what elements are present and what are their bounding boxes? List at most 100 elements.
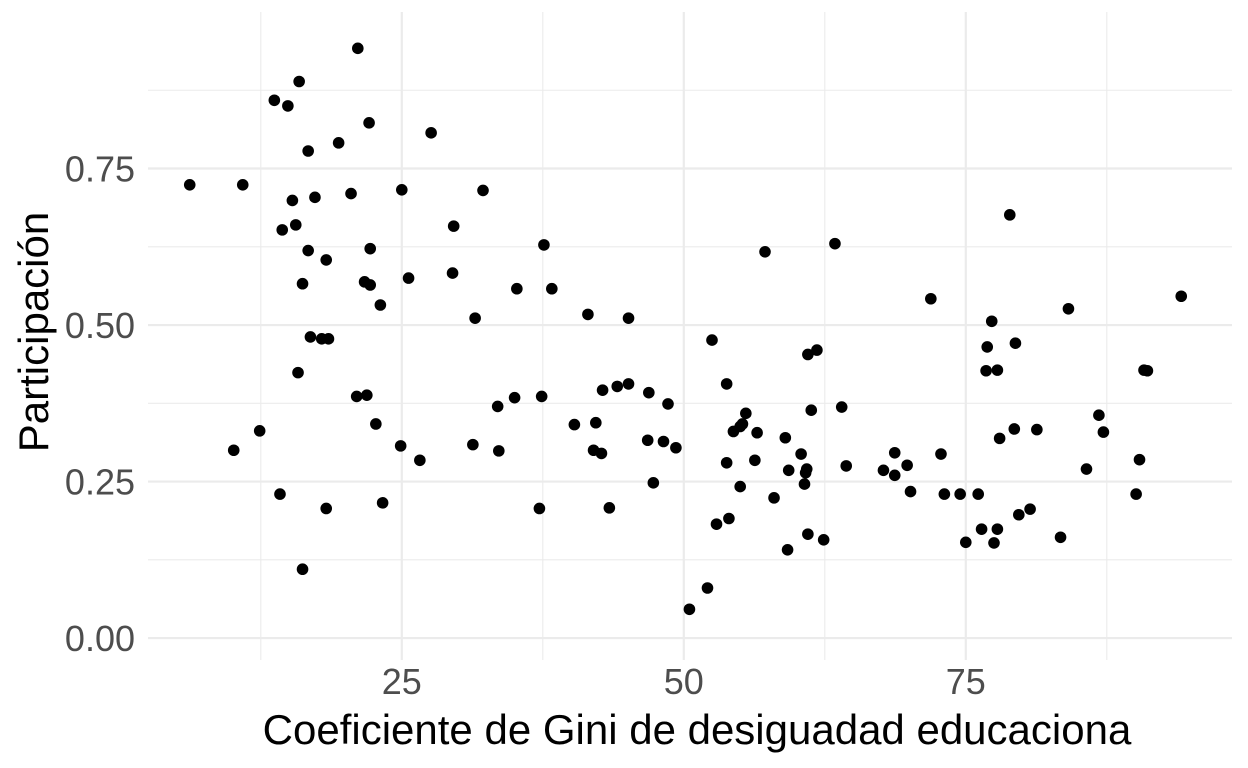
data-point — [662, 398, 674, 410]
y-tick-label: 0.00 — [65, 618, 135, 659]
data-point — [701, 582, 714, 594]
data-point — [798, 478, 811, 490]
data-point — [364, 242, 377, 255]
data-point — [289, 219, 302, 231]
data-point — [568, 418, 581, 431]
data-point — [322, 333, 335, 345]
data-point — [596, 384, 609, 396]
data-point — [320, 254, 333, 266]
data-point — [991, 523, 1004, 535]
data-point — [720, 456, 733, 469]
data-point — [835, 401, 848, 413]
data-point — [1013, 508, 1025, 521]
data-point — [292, 366, 304, 379]
data-point — [345, 187, 357, 200]
data-point — [781, 544, 794, 556]
data-point — [491, 400, 504, 413]
data-point — [972, 488, 985, 500]
y-axis-title: Participación — [10, 212, 57, 452]
y-tick-label: 0.75 — [65, 149, 135, 190]
data-point — [904, 485, 917, 498]
data-point — [991, 364, 1004, 376]
data-point — [394, 440, 407, 452]
data-point — [800, 463, 813, 475]
data-point — [706, 334, 718, 346]
data-point — [538, 239, 550, 251]
data-point — [364, 279, 377, 291]
data-point — [647, 477, 660, 489]
data-point — [935, 448, 947, 460]
data-point — [1097, 426, 1110, 438]
data-point — [320, 502, 333, 515]
data-point — [376, 497, 389, 509]
data-point — [276, 224, 289, 236]
data-point — [710, 518, 723, 530]
data-point — [268, 94, 281, 107]
data-point — [723, 512, 735, 525]
data-point — [446, 267, 459, 279]
data-point — [332, 137, 345, 149]
data-point — [1003, 209, 1016, 221]
data-point — [840, 460, 853, 472]
y-tick-label: 0.25 — [65, 462, 135, 503]
x-tick-label: 25 — [382, 661, 422, 702]
data-point — [467, 438, 479, 451]
data-point — [888, 469, 901, 482]
data-point — [582, 308, 594, 321]
data-point — [595, 447, 608, 460]
data-point — [981, 341, 994, 353]
data-point — [511, 282, 523, 295]
data-point — [802, 348, 814, 361]
data-point — [1130, 488, 1142, 500]
data-point — [740, 407, 752, 420]
data-point — [925, 292, 937, 305]
data-point — [811, 344, 823, 356]
data-point — [1175, 290, 1188, 303]
data-point — [302, 244, 314, 257]
data-point — [425, 127, 437, 139]
data-point — [603, 502, 616, 514]
data-point — [877, 464, 890, 477]
data-point — [1054, 531, 1067, 544]
data-point — [975, 523, 988, 535]
data-point — [1133, 453, 1146, 466]
data-point — [352, 42, 364, 55]
data-point — [802, 528, 814, 540]
data-point — [1062, 302, 1075, 315]
data-point — [402, 272, 415, 284]
data-point — [683, 603, 696, 616]
data-point — [227, 444, 240, 457]
data-point — [1093, 409, 1105, 422]
data-point — [293, 75, 305, 88]
data-point — [535, 390, 548, 403]
data-point — [720, 378, 733, 390]
data-point — [795, 448, 807, 460]
data-point — [370, 418, 382, 430]
data-point — [622, 378, 635, 390]
data-point — [302, 145, 314, 157]
data-point — [253, 425, 266, 437]
data-point — [901, 459, 913, 472]
data-point — [304, 331, 317, 343]
data-point — [1008, 423, 1021, 435]
data-point — [805, 404, 818, 416]
tick-labels: 25 50 75 0.00 0.25 0.50 0.75 — [65, 149, 986, 702]
data-point — [493, 445, 505, 457]
data-point — [959, 536, 972, 549]
data-point — [350, 390, 363, 403]
data-point — [980, 364, 992, 377]
data-point — [183, 179, 196, 191]
data-point — [670, 441, 682, 454]
data-point — [1141, 364, 1154, 377]
data-point — [296, 563, 309, 576]
data-point — [1031, 423, 1043, 436]
data-point — [985, 315, 998, 328]
data-point — [309, 191, 321, 204]
x-axis-title: Coeficiente de Gini de desiguadad educac… — [263, 706, 1132, 753]
data-point — [643, 386, 655, 399]
data-point — [782, 464, 795, 477]
grid-lines — [148, 12, 1232, 660]
data-point — [641, 434, 654, 447]
data-point — [611, 380, 624, 393]
data-point — [236, 179, 249, 191]
